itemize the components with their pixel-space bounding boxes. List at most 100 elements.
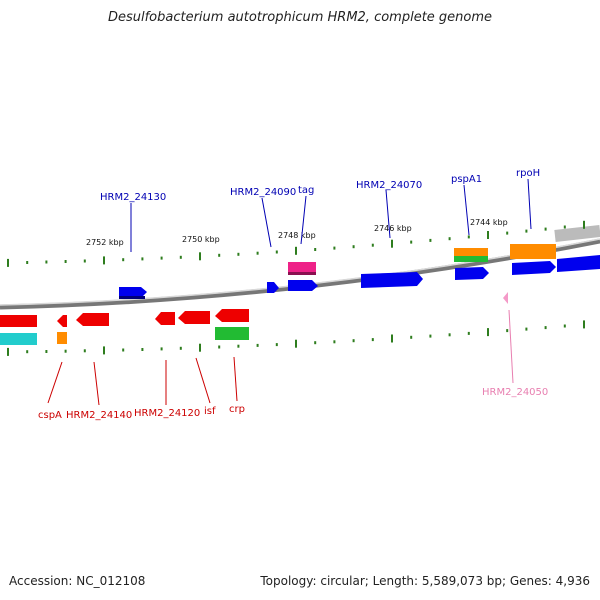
gene-hrm2-24130[interactable] [119,287,147,298]
forward-genes [119,244,600,299]
lower-tick-row [7,320,585,356]
major-tick [103,346,105,355]
minor-tick [371,338,374,342]
minor-tick [83,259,86,263]
label-pspa1[interactable]: pspA1 [451,174,482,185]
major-tick [391,334,393,343]
gene-hrm2-24050[interactable] [503,292,508,304]
minor-tick [525,229,528,233]
minor-tick [467,331,470,335]
scale-label: 2746 kbp [374,224,412,233]
major-tick [103,256,105,265]
major-tick [391,239,393,248]
gene-pspa1-orange[interactable] [454,248,488,256]
gene-tag-pink[interactable] [288,262,316,274]
minor-tick [563,324,566,328]
reverse-genes [0,292,508,345]
minor-tick [563,225,566,229]
major-tick [583,220,585,229]
major-tick [7,258,9,267]
label-tag[interactable]: tag [298,185,314,196]
minor-tick [179,346,182,350]
gene-rpoh-orange[interactable] [510,244,556,259]
major-tick [583,320,585,329]
label-hrm2-24050[interactable]: HRM2_24050 [482,387,548,398]
minor-tick [410,240,413,244]
label-rpoh[interactable]: rpoH [516,168,540,179]
gene-right-edge[interactable] [557,255,600,272]
gene-cspa[interactable] [57,315,67,327]
label-crp[interactable]: crp [229,404,245,415]
minor-tick [83,349,86,353]
gene-cspa-orange[interactable] [57,332,67,344]
minor-tick [45,260,48,264]
forward-leaders [130,178,532,252]
label-cspa[interactable]: cspA [38,410,62,421]
accession-label: Accession: NC_012108 [9,574,146,588]
minor-tick [218,345,221,349]
gene-pspa1[interactable] [455,267,489,280]
minor-tick [275,343,278,347]
minor-tick [141,348,144,351]
gene-shadow [288,272,316,275]
minor-tick [237,252,240,256]
label-hrm2-24090[interactable]: HRM2_24090 [230,187,296,198]
pink-leader [508,309,514,384]
minor-tick [275,250,278,254]
minor-tick [333,340,336,344]
major-tick [7,347,9,356]
minor-tick [256,251,259,255]
gene-tag[interactable] [288,280,318,291]
label-hrm2-24140[interactable]: HRM2_24140 [66,410,132,421]
label-hrm2-24130[interactable]: HRM2_24130 [100,192,166,203]
gene-cyan-edge[interactable] [0,333,37,345]
label-hrm2-24070[interactable]: HRM2_24070 [356,180,422,191]
minor-tick [160,256,163,260]
minor-tick [429,334,432,338]
gene-hrm2-24070[interactable] [361,272,423,288]
label-isf[interactable]: isf [204,406,216,417]
minor-tick [448,237,451,241]
gene-crp[interactable] [215,309,249,322]
minor-tick [64,260,67,263]
minor-tick [544,326,547,330]
minor-tick [410,335,413,339]
genome-title: Desulfobacterium autotrophicum HRM2, com… [107,10,493,25]
scale-label: 2748 kbp [278,231,316,240]
label-hrm2-24120[interactable]: HRM2_24120 [134,408,200,419]
gene-rpoh[interactable] [512,261,556,275]
minor-tick [256,343,259,347]
minor-tick [544,227,547,231]
minor-tick [333,246,336,250]
minor-tick [371,243,374,247]
topology-summary: Topology: circular; Length: 5,589,073 bp… [260,574,590,588]
minor-tick [160,347,163,351]
gene-hrm2-24140[interactable] [76,313,109,326]
minor-tick [352,245,355,249]
minor-tick [122,348,125,352]
major-tick [199,343,201,352]
major-tick [199,252,201,261]
backbone-grey-segment [554,225,600,242]
gene-shadow [119,296,145,299]
upper-tick-row [7,220,585,267]
gene-reverse-edge[interactable] [0,315,37,327]
gene-crp-green[interactable] [215,327,249,340]
major-tick [487,328,489,337]
minor-tick [314,248,317,251]
scale-label: 2752 kbp [86,238,124,247]
gene-isf[interactable] [178,311,210,324]
major-tick [295,339,297,348]
minor-tick [352,339,355,343]
minor-tick [179,255,182,259]
minor-tick [64,349,67,353]
gene-hrm2-24120[interactable] [155,312,175,325]
minor-tick [141,257,144,261]
minor-tick [218,253,221,257]
minor-tick [314,341,317,345]
gene-pspa1-green[interactable] [454,256,488,262]
major-tick [487,231,489,239]
gene-hrm2-24090[interactable] [267,282,279,293]
minor-tick [237,344,240,348]
